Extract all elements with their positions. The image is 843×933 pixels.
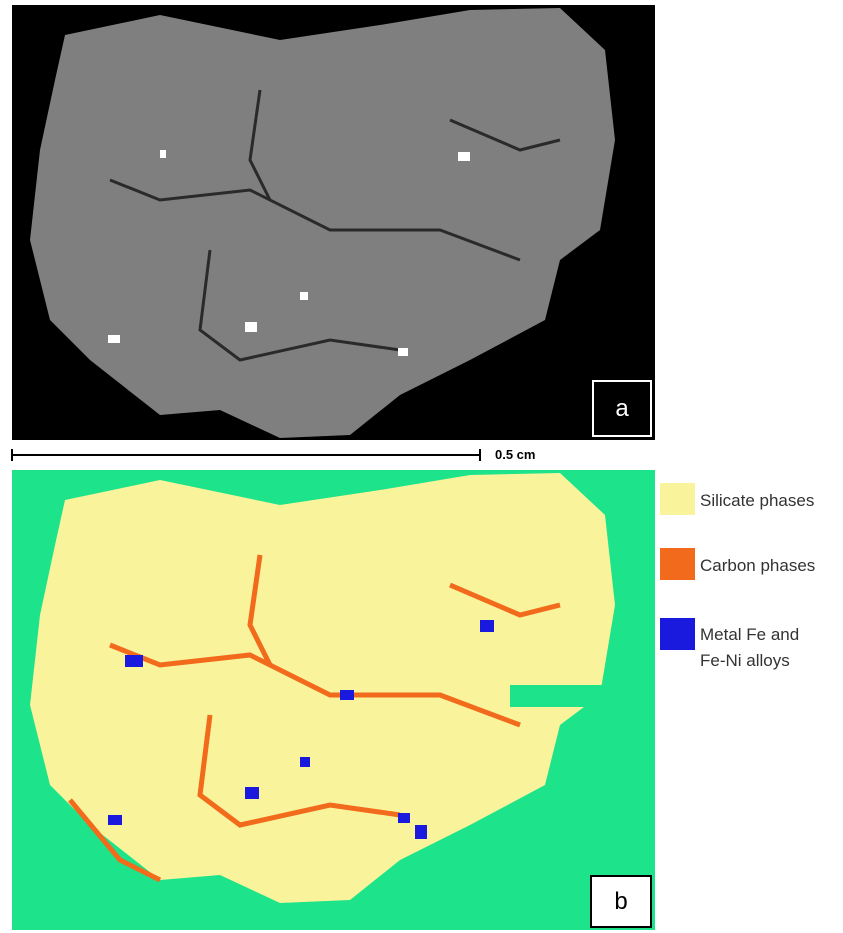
panel-label: a: [592, 380, 652, 437]
legend-label: Carbon phases: [700, 553, 840, 579]
legend-label: Silicate phases: [700, 488, 840, 514]
figure-graphics: 0.5 cm: [0, 0, 843, 933]
legend-swatch: [660, 483, 695, 515]
legend-swatch: [660, 618, 695, 650]
legend-swatch: [660, 548, 695, 580]
figure: 0.5 cm a b Silicate phases Carbon phases…: [0, 0, 843, 933]
legend-label: Metal Fe and Fe-Ni alloys: [700, 622, 815, 674]
map-notch: [510, 685, 620, 707]
scale-bar-label: 0.5 cm: [495, 447, 535, 462]
panel-label: b: [590, 875, 652, 928]
